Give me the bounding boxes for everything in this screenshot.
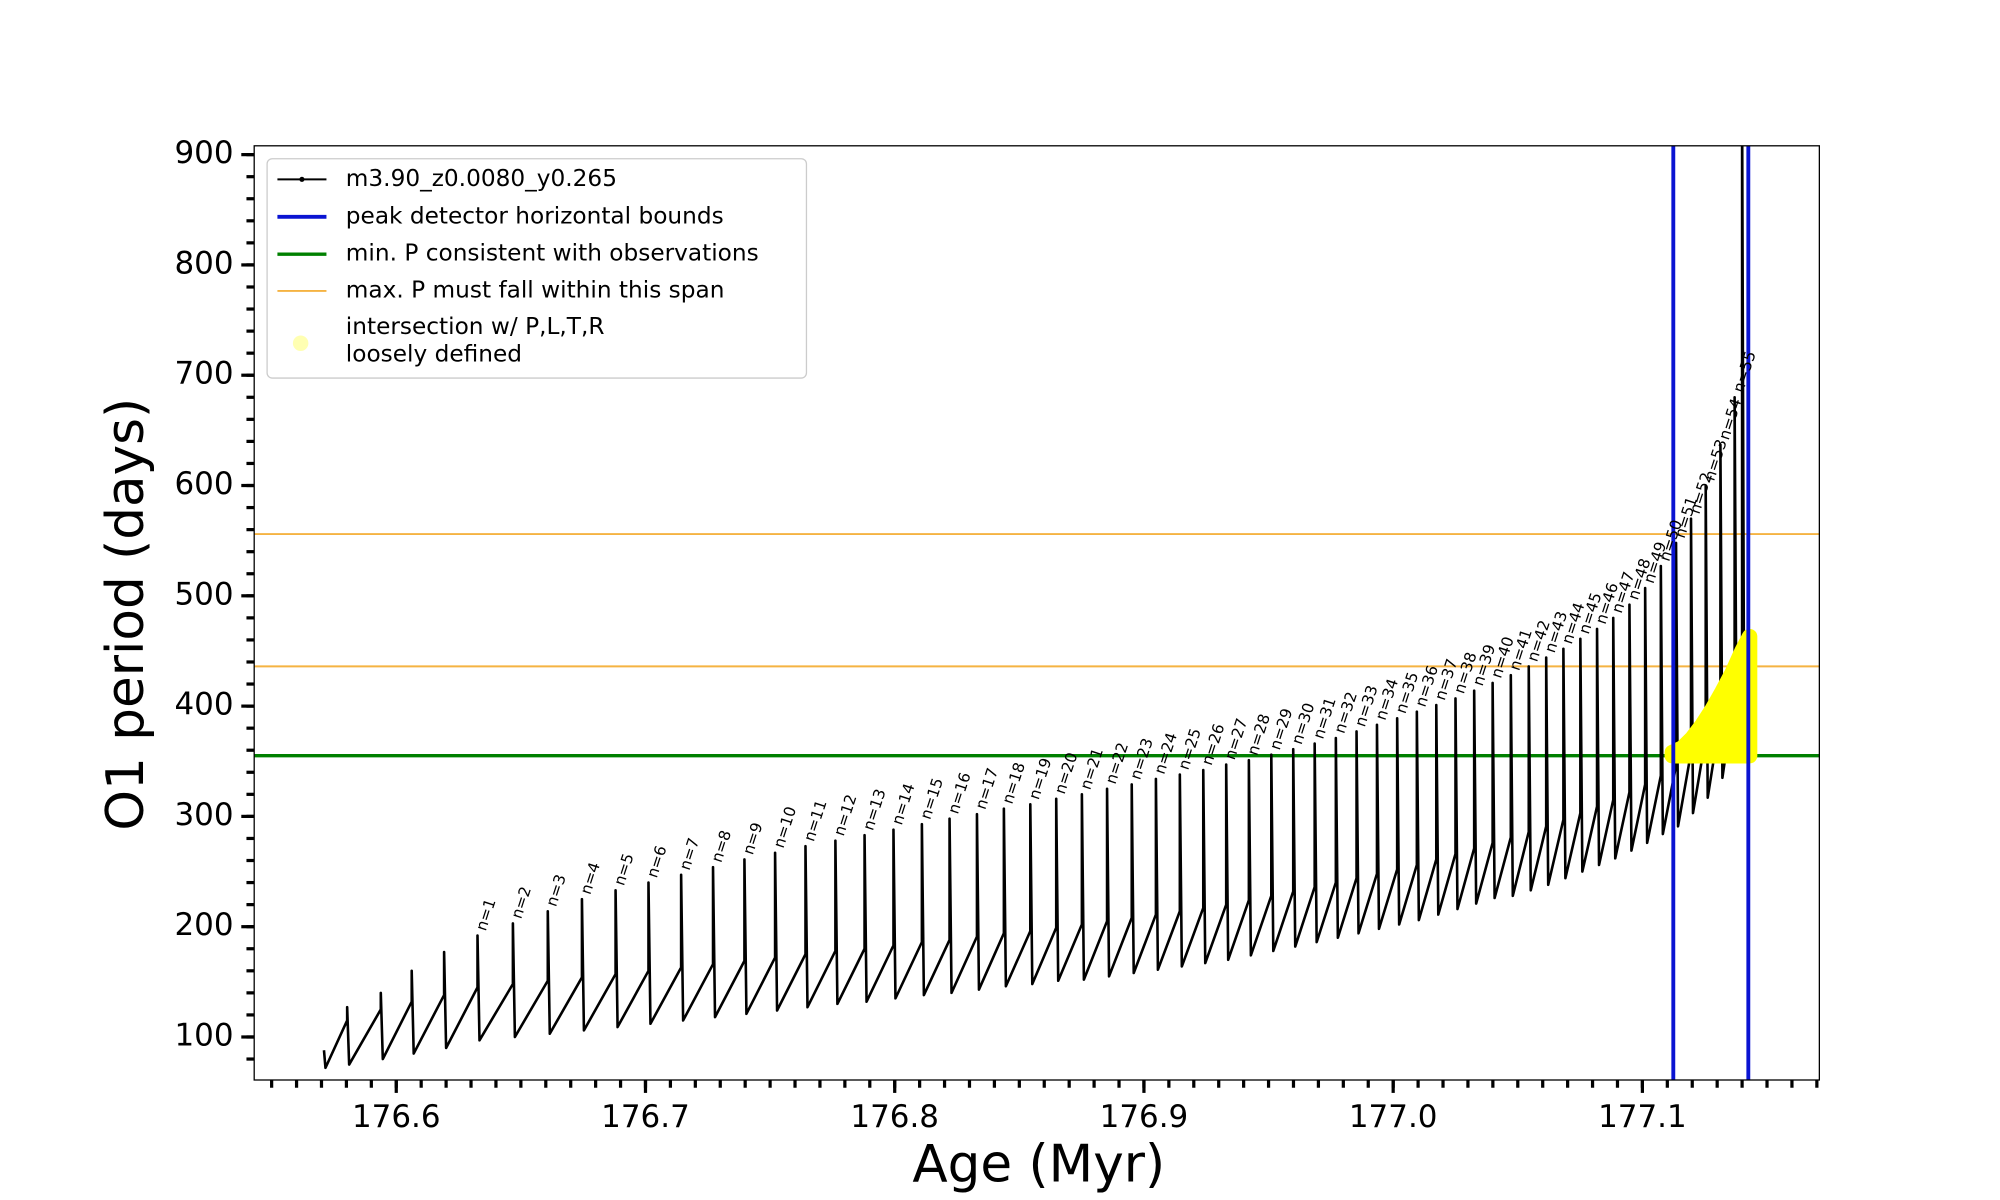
x-tick-label: 176.6: [352, 1099, 441, 1135]
y-tick-label: 500: [174, 576, 233, 612]
x-axis-label: Age (Myr): [912, 1135, 1165, 1195]
legend-marker: [299, 176, 305, 182]
legend-label: intersection w/ P,L,T,R: [346, 313, 605, 340]
y-tick-label: 200: [174, 907, 233, 943]
y-tick-label: 600: [174, 466, 233, 502]
legend-label: max. P must fall within this span: [346, 276, 725, 303]
legend-marker: [292, 335, 309, 351]
axes-frame: [253, 145, 1820, 1081]
y-axis-label: O1 period (days): [96, 398, 156, 831]
series-line: [322, 145, 1750, 1070]
legend-label: m3.90_z0.0080_y0.265: [346, 165, 617, 192]
y-tick-label: 800: [174, 245, 233, 281]
legend-label: loosely defined: [346, 340, 522, 367]
x-tick-label: 177.0: [1349, 1099, 1438, 1135]
x-tick-label: 176.7: [601, 1099, 690, 1135]
legend-label: min. P consistent with observations: [346, 240, 759, 267]
y-tick-label: 300: [174, 797, 233, 833]
y-tick-label: 700: [174, 356, 233, 392]
x-tick-label: 176.9: [1100, 1099, 1189, 1135]
x-tick-label: 177.1: [1598, 1099, 1687, 1135]
legend-label: peak detector horizontal bounds: [346, 202, 724, 229]
axes: 176.6 176.7 176.8 176.9 177.0 177.1 100 200 300 4…: [174, 135, 1819, 1135]
y-tick-label: 900: [174, 135, 233, 171]
x-tick-label: 176.8: [850, 1099, 939, 1135]
y-tick-label: 400: [174, 687, 233, 723]
y-tick-label: 100: [174, 1017, 233, 1053]
legend-box: [266, 158, 808, 379]
